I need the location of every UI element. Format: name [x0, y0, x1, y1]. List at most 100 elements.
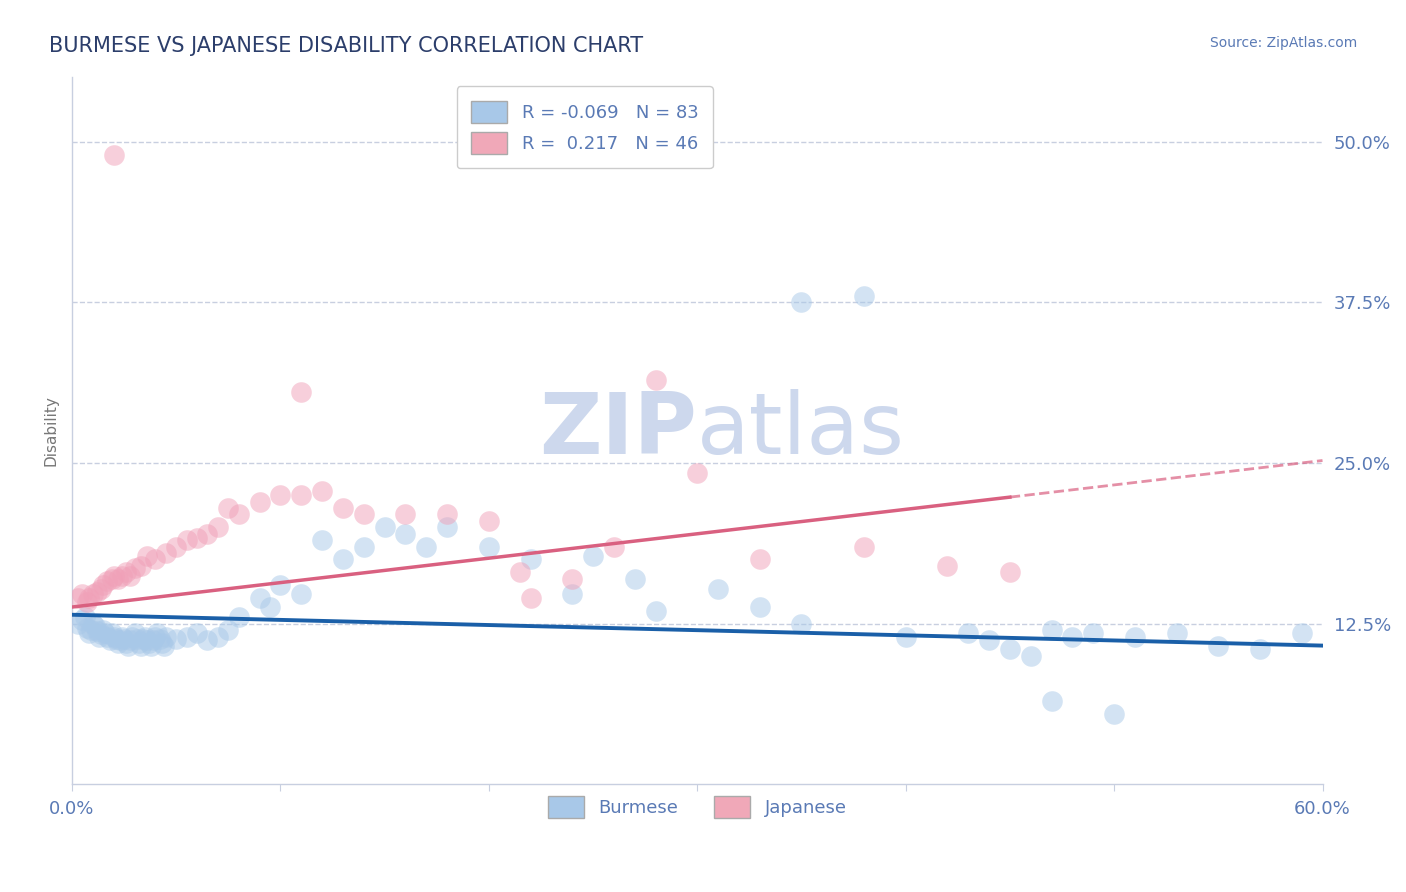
Point	[72, 587, 94, 601]
Point	[644, 604, 666, 618]
Point	[82, 587, 104, 601]
Point	[73, 610, 96, 624]
Point	[117, 639, 139, 653]
Point	[77, 591, 100, 605]
Point	[1102, 706, 1125, 721]
Point	[623, 572, 645, 586]
Point	[1040, 694, 1063, 708]
Point	[332, 552, 354, 566]
Point	[207, 630, 229, 644]
Point	[311, 484, 333, 499]
Point	[120, 569, 142, 583]
Point	[790, 295, 813, 310]
Point	[115, 636, 138, 650]
Point	[86, 624, 108, 639]
Text: atlas: atlas	[697, 390, 905, 473]
Point	[150, 636, 173, 650]
Point	[936, 558, 959, 573]
Point	[1166, 625, 1188, 640]
Point	[249, 494, 271, 508]
Point	[124, 625, 146, 640]
Point	[145, 552, 167, 566]
Point	[155, 546, 177, 560]
Legend: Burmese, Japanese: Burmese, Japanese	[540, 789, 853, 825]
Point	[1249, 642, 1271, 657]
Point	[1040, 623, 1063, 637]
Point	[141, 639, 163, 653]
Point	[186, 625, 208, 640]
Point	[91, 578, 114, 592]
Point	[197, 526, 219, 541]
Point	[519, 552, 541, 566]
Point	[165, 632, 187, 647]
Point	[478, 514, 501, 528]
Point	[129, 639, 152, 653]
Point	[108, 633, 131, 648]
Point	[165, 540, 187, 554]
Point	[957, 625, 980, 640]
Point	[748, 552, 770, 566]
Point	[91, 623, 114, 637]
Point	[96, 574, 118, 589]
Point	[1123, 630, 1146, 644]
Point	[145, 630, 167, 644]
Point	[103, 569, 125, 583]
Point	[197, 633, 219, 648]
Point	[853, 289, 876, 303]
Point	[76, 621, 98, 635]
Point	[1062, 630, 1084, 644]
Point	[111, 569, 134, 583]
Point	[290, 385, 312, 400]
Point	[249, 591, 271, 605]
Point	[1208, 639, 1230, 653]
Point	[509, 566, 531, 580]
Point	[998, 642, 1021, 657]
Point	[686, 467, 709, 481]
Point	[86, 584, 108, 599]
Point	[100, 625, 122, 640]
Point	[415, 540, 437, 554]
Point	[136, 633, 159, 648]
Point	[148, 632, 170, 647]
Point	[176, 533, 198, 548]
Point	[207, 520, 229, 534]
Point	[269, 578, 291, 592]
Point	[121, 630, 143, 644]
Point	[977, 633, 1000, 648]
Point	[82, 616, 104, 631]
Point	[90, 627, 112, 641]
Point	[478, 540, 501, 554]
Point	[107, 572, 129, 586]
Point	[132, 632, 155, 647]
Point	[90, 582, 112, 596]
Point	[217, 623, 239, 637]
Point	[186, 531, 208, 545]
Point	[96, 630, 118, 644]
Point	[748, 600, 770, 615]
Point	[146, 625, 169, 640]
Point	[707, 582, 730, 596]
Point	[67, 616, 90, 631]
Point	[582, 549, 605, 563]
Point	[112, 632, 135, 647]
Point	[290, 587, 312, 601]
Point	[84, 619, 107, 633]
Point	[107, 636, 129, 650]
Point	[228, 610, 250, 624]
Point	[394, 508, 416, 522]
Point	[1083, 625, 1105, 640]
Point	[125, 632, 148, 647]
Point	[103, 147, 125, 161]
Point	[100, 572, 122, 586]
Point	[353, 508, 375, 522]
Point	[155, 630, 177, 644]
Point	[80, 623, 103, 637]
Point	[152, 639, 174, 653]
Point	[894, 630, 917, 644]
Point	[353, 540, 375, 554]
Point	[290, 488, 312, 502]
Point	[436, 508, 458, 522]
Point	[561, 572, 583, 586]
Point	[998, 566, 1021, 580]
Point	[519, 591, 541, 605]
